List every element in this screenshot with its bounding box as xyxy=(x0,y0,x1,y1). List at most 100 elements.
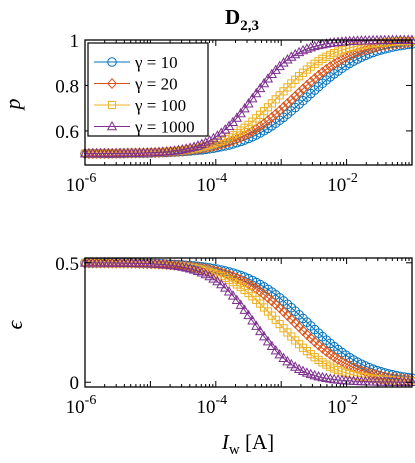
bottom-series-3-point-44 xyxy=(251,320,262,330)
bottom-series-1-point-58 xyxy=(305,332,316,344)
bottom-xtick-label-0-base: 10 xyxy=(66,397,85,418)
legend-entry-0-label: γ = 10 xyxy=(134,53,178,72)
top-series-1-point-57 xyxy=(301,79,312,91)
top-series-3-point-35 xyxy=(216,127,227,137)
top-series-3-point-29 xyxy=(192,140,204,150)
top-legend: γ = 10 γ = 20 γ = 100 γ = 1000 xyxy=(87,42,209,137)
legend-entry-3-marker xyxy=(106,120,118,131)
bottom-series-3-point-50 xyxy=(274,348,285,359)
top-series-layer xyxy=(79,34,415,160)
top-series-1-point-59 xyxy=(309,72,320,85)
top-series-1-point-36 xyxy=(220,137,231,149)
top-series-1-point-54 xyxy=(290,90,301,102)
legend-entry-3: γ = 1000 xyxy=(94,118,195,137)
bottom-series-3-point-35 xyxy=(216,278,227,289)
bottom-series-3-point-33 xyxy=(208,273,219,283)
top-series-3-point-56 xyxy=(297,44,309,55)
bottom-series-1-point-59 xyxy=(309,336,320,348)
bottom-series-1-point-46 xyxy=(259,289,270,301)
top-series-3-point-32 xyxy=(204,134,215,145)
top-series-1-point-51 xyxy=(278,101,289,113)
top-ytick-label-0: 0.6 xyxy=(55,122,79,143)
top-xtick-label-0-exp: -6 xyxy=(85,171,97,186)
top-xtick-label-1-exp: -4 xyxy=(215,171,227,186)
top-ylabel: p xyxy=(0,99,25,112)
legend-entry-1: γ = 20 xyxy=(94,75,178,94)
top-series-1-point-69 xyxy=(348,48,359,60)
bottom-series-3-point-41 xyxy=(239,304,250,314)
top-series-3-point-44 xyxy=(251,87,262,98)
bottom-series-3-point-48 xyxy=(266,340,277,351)
bottom-xtick-label-0: 10-6 xyxy=(66,393,97,418)
top-series-3-point-55 xyxy=(293,46,305,57)
top-series-1-point-21 xyxy=(161,146,172,158)
top-series-3-point-45 xyxy=(255,82,266,93)
bottom-series-3-point-45 xyxy=(255,325,266,336)
top-series-3-point-43 xyxy=(247,92,258,103)
top-series-3-point-41 xyxy=(239,102,250,113)
top-series-1-point-53 xyxy=(286,94,297,106)
bottom-series-3-point-55 xyxy=(293,363,305,374)
panel-top-p: 10-6 10-4 10-20.60.81 p γ = 10γ = 20γ = 10… xyxy=(0,31,415,196)
panel-bottom-epsilon: 10-6 10-4 10-200.5 ϵ Iw [A] xyxy=(2,254,415,458)
bottom-series-1-point-62 xyxy=(321,345,332,357)
top-series-3-point-28 xyxy=(188,141,200,151)
top-series-3-point-46 xyxy=(258,77,270,88)
bottom-series-1-point-4 xyxy=(95,257,106,269)
top-ytick-label-2: 1 xyxy=(70,31,80,52)
bottom-xtick-label-1: 10-4 xyxy=(196,393,227,418)
top-series-1-point-56 xyxy=(298,83,308,95)
top-series-1-point-60 xyxy=(313,69,324,81)
bottom-series-3 xyxy=(79,257,415,386)
legend-entry-2: γ = 100 xyxy=(94,96,186,115)
top-series-1-point-55 xyxy=(294,86,305,99)
legend-entry-1-label: γ = 20 xyxy=(134,75,178,94)
bottom-axes-box xyxy=(84,257,413,388)
top-series-3-line xyxy=(85,39,412,155)
bottom-ytick-label-0: 0 xyxy=(70,373,80,394)
legend-entry-2-marker xyxy=(107,100,117,110)
bottom-series-3-point-32 xyxy=(204,270,215,281)
bottom-xtick-label-2-exp: -2 xyxy=(346,393,358,408)
top-series-1-point-46 xyxy=(259,117,270,129)
top-series-3-point-60 xyxy=(313,39,324,50)
top-series-3-point-39 xyxy=(231,112,242,122)
top-series-3-point-47 xyxy=(262,73,274,83)
bottom-series-3-point-53 xyxy=(286,358,297,369)
bottom-series-3-point-36 xyxy=(220,282,231,292)
bottom-series-3-point-51 xyxy=(278,352,289,363)
bottom-series-1-point-1 xyxy=(83,257,94,269)
top-series-3-point-31 xyxy=(200,136,211,147)
top-series-1-point-52 xyxy=(282,97,293,110)
top-series-1-point-45 xyxy=(255,120,266,132)
top-ytick-label-1: 0.8 xyxy=(55,76,79,97)
top-series-1-point-22 xyxy=(165,146,176,158)
top-series-1-point-37 xyxy=(224,136,235,148)
legend-entry-0-marker xyxy=(107,57,117,67)
top-series-3-point-52 xyxy=(282,54,293,64)
top-series-3-point-24 xyxy=(173,144,184,155)
top-series-3-point-27 xyxy=(184,142,196,152)
top-xtick-label-0: 10-6 xyxy=(66,171,97,196)
bottom-series-1-point-14 xyxy=(134,257,145,270)
top-series-3-point-23 xyxy=(169,145,180,155)
top-series-1-point-62 xyxy=(321,63,332,75)
bottom-xtick-label-2-base: 10 xyxy=(327,397,346,418)
bottom-series-3-point-46 xyxy=(258,330,270,341)
bottom-series-3-point-31 xyxy=(200,268,211,279)
bottom-series-3-point-38 xyxy=(227,290,239,300)
bottom-xtick-label-1-base: 10 xyxy=(196,397,215,418)
top-series-1-point-76 xyxy=(375,40,386,52)
top-series-1-point-50 xyxy=(274,105,285,117)
bottom-series-1-point-12 xyxy=(126,257,137,269)
bottom-series-1-point-11 xyxy=(122,257,133,269)
top-series-1-point-61 xyxy=(317,66,328,78)
figure-title-main: D xyxy=(225,5,240,29)
figure-title-sub: 2,3 xyxy=(240,18,259,34)
bottom-series-3-point-47 xyxy=(262,335,274,346)
top-series-1-point-40 xyxy=(235,131,246,143)
bottom-series-1-point-9 xyxy=(115,257,126,269)
xlabel-unit: [A] xyxy=(240,430,274,454)
top-series-3-point-40 xyxy=(235,107,246,118)
